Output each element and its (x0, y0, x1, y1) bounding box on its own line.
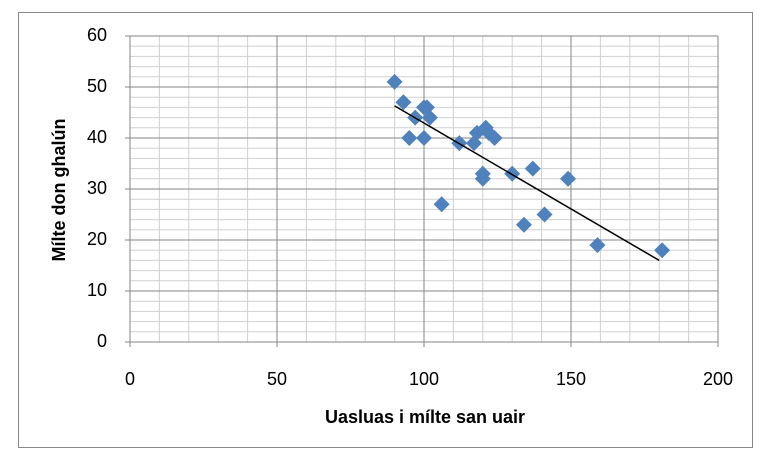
point (416, 130, 432, 146)
y-tick-label: 30 (87, 178, 107, 198)
point (536, 206, 553, 223)
point (589, 237, 606, 254)
y-axis-title: Mílte don ghalún (49, 119, 69, 262)
point (560, 170, 577, 187)
x-axis-title: Uasluas i mílte san uair (325, 407, 525, 427)
point (486, 130, 503, 146)
x-tick-label: 100 (409, 369, 439, 389)
y-tick-label: 60 (87, 25, 107, 45)
point (654, 242, 671, 259)
x-tick-label: 50 (267, 369, 287, 389)
point (386, 73, 403, 90)
point (401, 130, 418, 146)
y-tick-label: 0 (97, 331, 107, 351)
x-tick-label: 150 (556, 369, 586, 389)
y-tick-label: 20 (87, 229, 107, 249)
point (524, 160, 541, 177)
y-tick-label: 10 (87, 280, 107, 300)
point (468, 124, 485, 141)
point (474, 165, 491, 182)
y-tick-label: 50 (87, 76, 107, 96)
point (395, 94, 412, 111)
trendline (394, 105, 660, 262)
point (433, 196, 450, 213)
point (421, 109, 438, 126)
point (515, 216, 532, 233)
x-tick-label: 0 (125, 369, 135, 389)
x-tick-label: 200 (703, 369, 733, 389)
y-tick-label: 40 (87, 127, 107, 147)
